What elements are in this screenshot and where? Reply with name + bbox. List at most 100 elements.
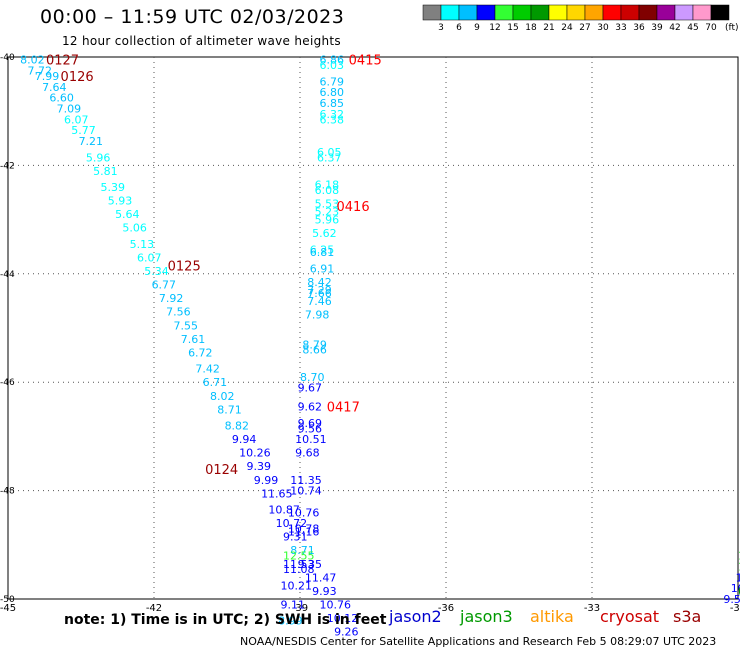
swh-value-label: 6.85: [319, 97, 344, 110]
swh-value-label: 5.62: [312, 227, 337, 240]
swh-value-label: 12.55: [283, 550, 315, 563]
swh-value-label: 6.05: [317, 146, 342, 159]
swh-value-label: 7.66: [307, 287, 332, 300]
color-scale-unit: (ft): [725, 23, 739, 33]
color-scale-label: 9: [474, 23, 480, 33]
swh-value-label: 6.71: [203, 376, 228, 389]
swh-value-label: 6.08: [315, 184, 340, 197]
swh-value-label: 7.64: [42, 81, 67, 94]
color-scale-swatch: [548, 4, 568, 21]
swh-value-label: 10.72: [276, 517, 308, 530]
swh-value-label: 10.51: [295, 433, 327, 446]
color-scale-label: 6: [456, 23, 462, 33]
grid-lines: [8, 57, 738, 599]
swh-value-label: 9.11: [281, 598, 306, 611]
color-scale-label: 39: [651, 23, 663, 33]
swh-value-label: 9.26: [334, 626, 359, 639]
swh-value-label: 9.56: [298, 422, 323, 435]
y-tick-label: -46: [0, 378, 15, 388]
swh-value-label: 6.03: [319, 59, 344, 72]
swh-value-label: 5.39: [100, 181, 125, 194]
y-tick-label: -40: [0, 53, 15, 63]
color-scale-swatch: [512, 4, 532, 21]
swh-value-label: 9.35: [298, 558, 323, 571]
pass-time-label: 0: [738, 585, 740, 600]
swh-value-label: 6.18: [315, 178, 340, 191]
swh-value-label: 6.79: [319, 75, 344, 88]
swh-value-label: 5.77: [71, 124, 96, 137]
color-scale-swatch: [692, 4, 712, 21]
legend-jason2: jason2: [389, 607, 442, 626]
pass-time-label: 0127: [46, 54, 79, 69]
color-scale-label: 18: [525, 23, 537, 33]
color-scale-swatch: [476, 4, 496, 21]
swh-value-label: 11.47: [305, 571, 337, 584]
swh-value-label: 8.70: [300, 371, 325, 384]
swh-value-label: 7.42: [195, 363, 220, 376]
swh-value-label: 5.96: [315, 214, 340, 227]
swh-value-label: 6.07: [64, 113, 89, 126]
swh-value-label: 7.55: [173, 319, 198, 332]
swh-value-label: 11.35: [290, 474, 322, 487]
swh-value-label: 5.53: [315, 197, 340, 210]
color-scale-label: 15: [507, 23, 518, 33]
swh-value-label: 5.13: [130, 238, 155, 251]
pass-time-label: 0417: [327, 401, 360, 416]
swh-value-label: 8.71: [217, 403, 242, 416]
legend-cryosat: cryosat: [600, 607, 660, 626]
legend-altika: altika: [530, 607, 574, 626]
swh-value-label: 6.60: [49, 92, 74, 105]
swh-value-label: 9.58: [723, 593, 740, 606]
swh-value-label: 11.34: [736, 571, 740, 584]
color-scale-label: 70: [705, 23, 717, 33]
pass-time-label: 0416: [337, 200, 370, 215]
color-scale-label: 24: [561, 23, 573, 33]
color-scale-swatch: [584, 4, 604, 21]
y-tick-label: -42: [0, 161, 15, 171]
swh-value-label: 7.46: [307, 295, 332, 308]
swh-value-label: 7.29: [307, 284, 332, 297]
swh-value-label: 6.32: [319, 108, 344, 121]
swh-value-label: 5.06: [122, 222, 147, 235]
color-scale-swatch: [440, 4, 460, 21]
color-scale-swatch: [458, 4, 478, 21]
swh-value-label: 6.80: [319, 86, 344, 99]
swh-value-label: 8.71: [290, 544, 315, 557]
pass-time-label: 0126: [61, 70, 94, 85]
color-scale-label: 36: [633, 23, 645, 33]
swh-value-label: 9.67: [298, 382, 323, 395]
color-scale-swatch: [674, 4, 694, 21]
swh-value-label: 10.21: [281, 579, 313, 592]
swh-value-label: 9.62: [298, 401, 323, 414]
swh-value-label: 9.69: [298, 417, 323, 430]
swh-value-label: 10.74: [290, 485, 322, 498]
swh-value-label: 5.96: [86, 151, 111, 164]
x-tick-label: -33: [584, 603, 600, 614]
swh-value-label: 6.77: [152, 279, 177, 292]
color-scale-swatch: [530, 4, 550, 21]
color-scale-label: 21: [543, 23, 554, 33]
swh-value-label: 8.82: [225, 420, 250, 433]
swh-value-label: 10.87: [268, 504, 300, 517]
swh-value-label: 8.79: [302, 338, 327, 351]
color-scale-label: 12: [489, 23, 500, 33]
swh-value-label: 12: [738, 550, 740, 563]
color-scale-label: 3: [438, 23, 444, 33]
chart-title: 00:00 – 11:59 UTC 02/03/2023: [40, 6, 345, 28]
x-tick-label: -42: [146, 603, 162, 614]
swh-value-label: 8.02: [210, 390, 235, 403]
color-scale-swatch: [422, 4, 442, 21]
swh-value-label: 8.99: [278, 615, 303, 628]
swh-value-label: 6.25: [310, 243, 335, 256]
swh-value-label: 5.34: [144, 265, 169, 278]
pass-time-label: 0124: [205, 463, 238, 478]
swh-value-label: 5.93: [108, 195, 132, 208]
color-scale-label: 33: [615, 23, 626, 33]
color-scale-swatch: [494, 4, 514, 21]
swh-value-label: 6.91: [310, 262, 335, 275]
swh-value-label: 6.38: [319, 113, 344, 126]
data-points: 8.027.727.997.646.607.096.075.777.215.96…: [20, 54, 740, 639]
color-scale-label: 27: [579, 23, 590, 33]
swh-value-label: 6.86: [319, 54, 344, 67]
